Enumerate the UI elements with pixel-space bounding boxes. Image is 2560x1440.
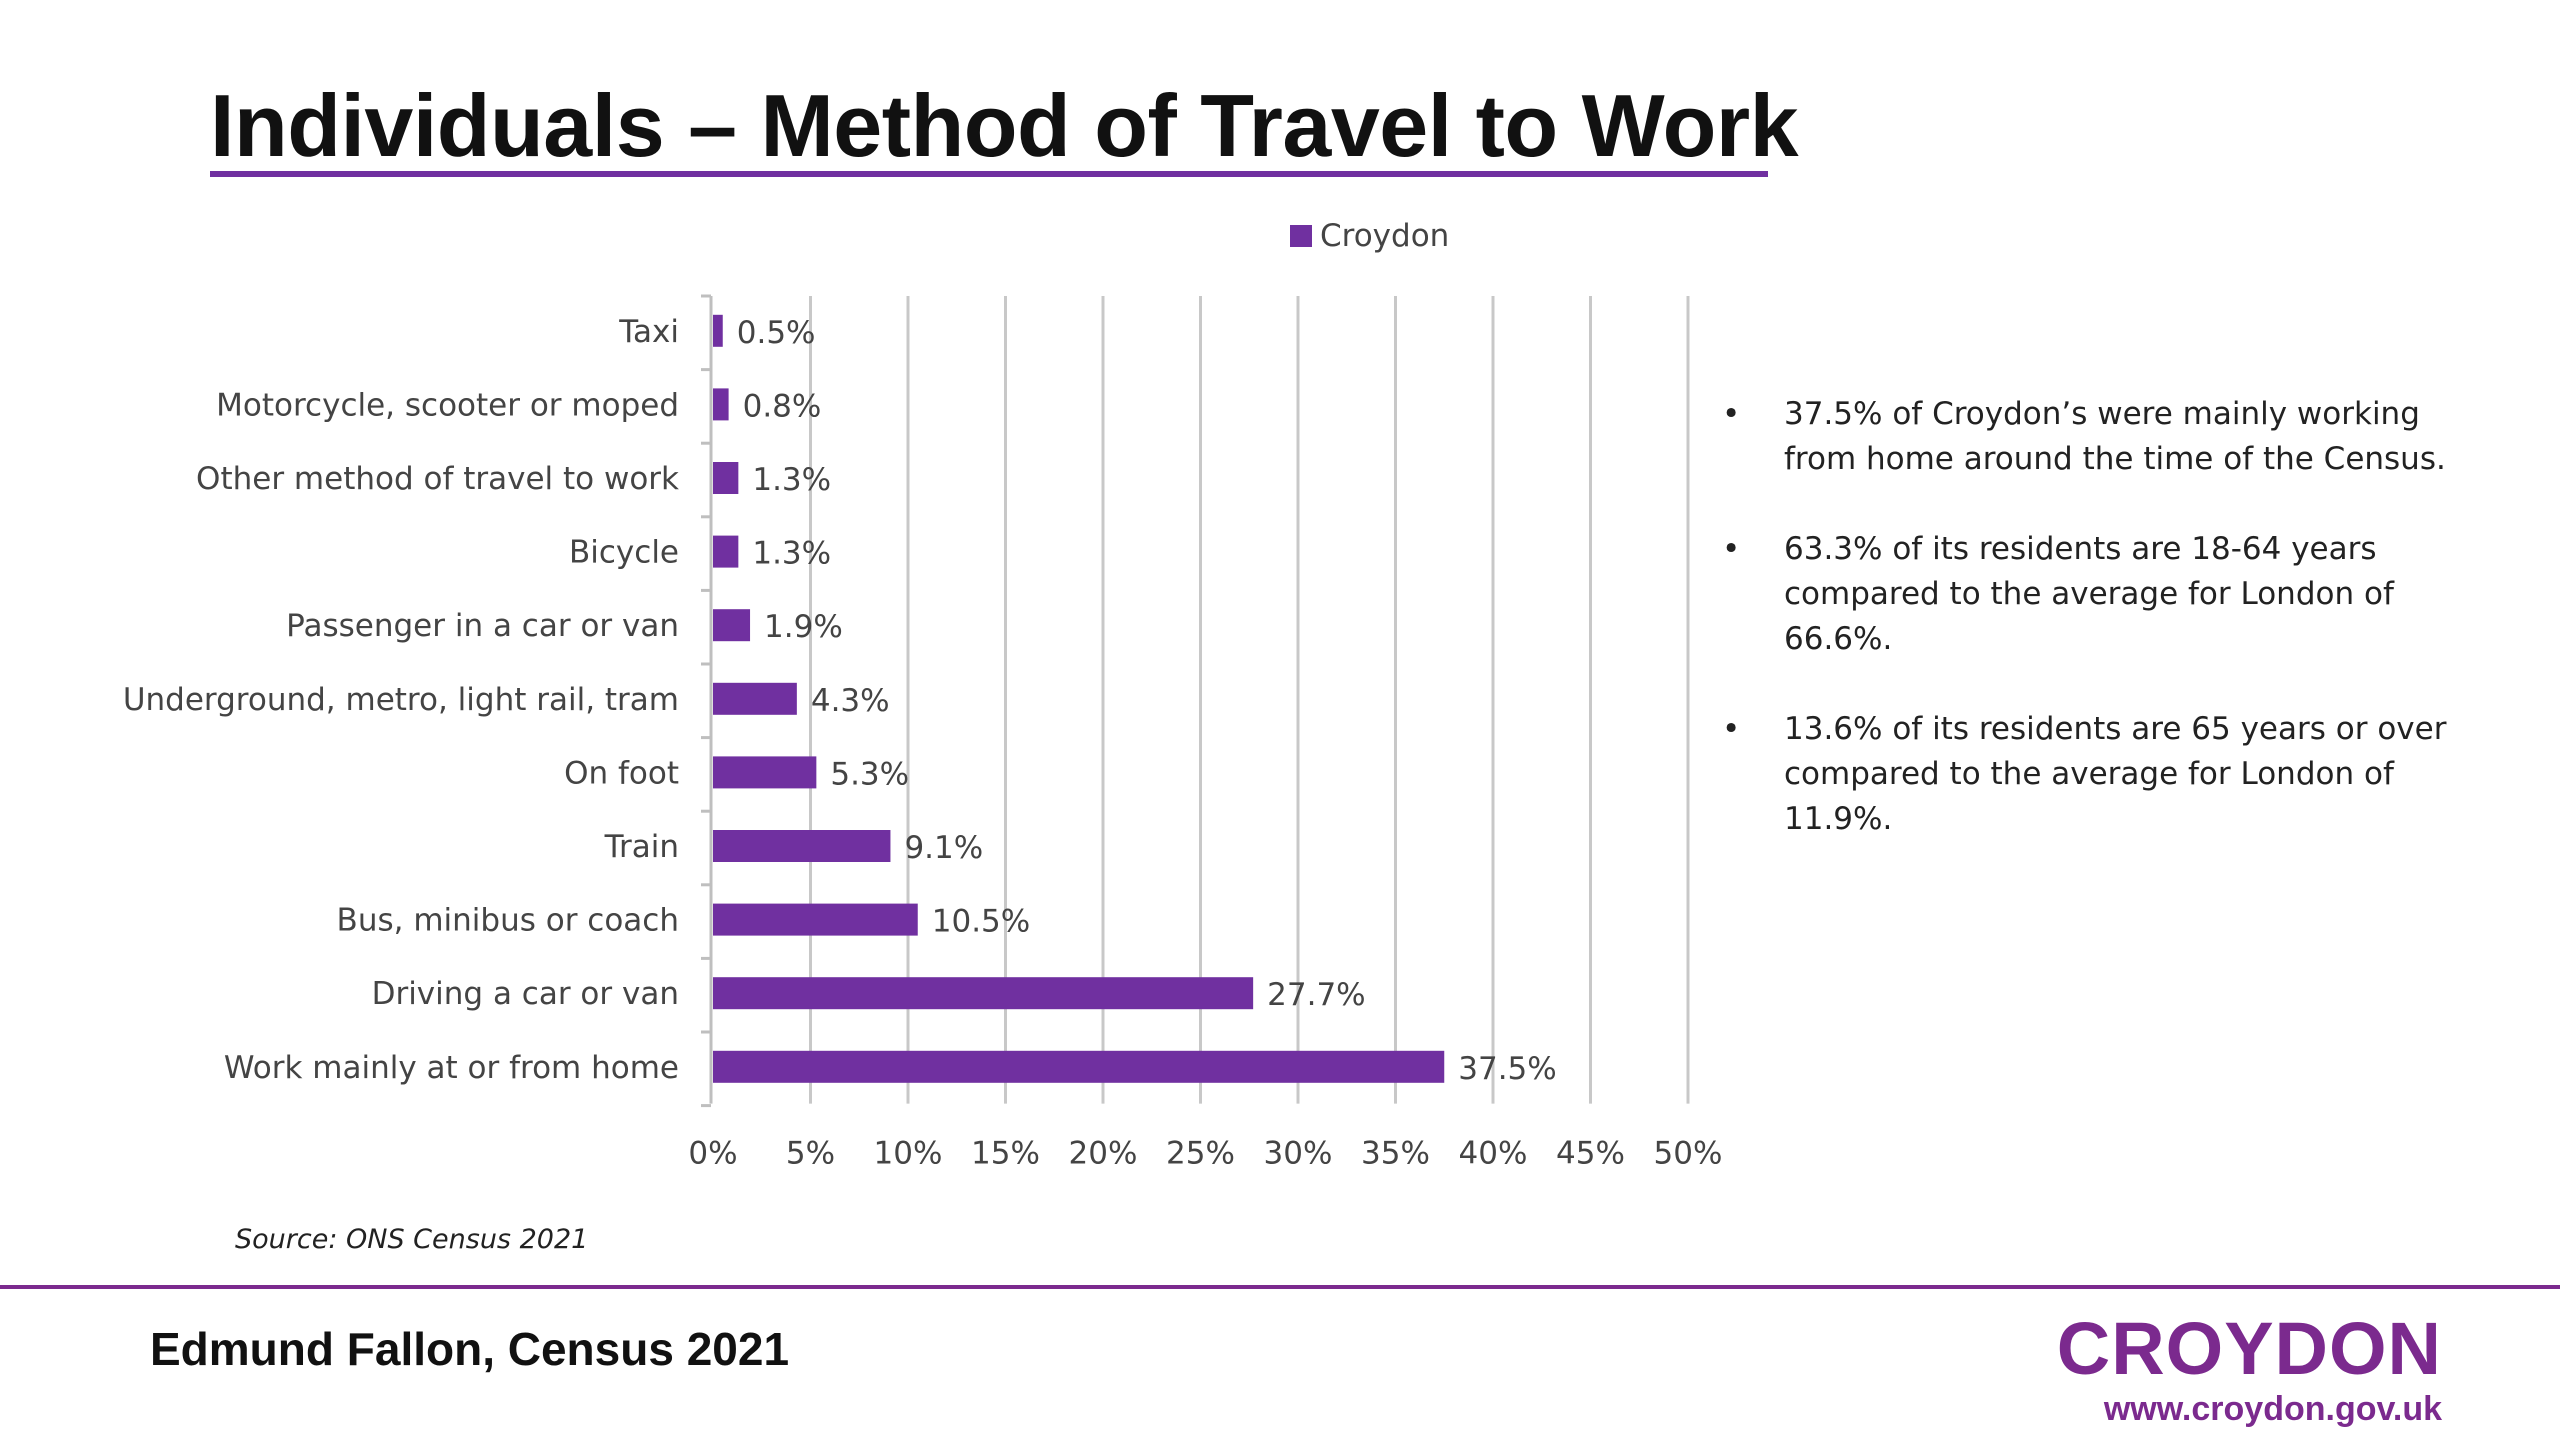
logo-wordmark: CROYDON — [2057, 1312, 2442, 1386]
category-label: On foot — [564, 755, 679, 791]
bar — [713, 609, 750, 641]
category-label: Passenger in a car or van — [286, 608, 679, 644]
x-tick-label: 10% — [874, 1136, 943, 1172]
data-label: 1.3% — [752, 536, 831, 572]
bar — [713, 462, 738, 494]
footer-divider — [0, 1285, 2560, 1289]
bar — [713, 683, 797, 715]
data-label: 0.8% — [743, 388, 822, 424]
data-label: 1.3% — [752, 462, 831, 498]
x-tick-label: 40% — [1459, 1136, 1528, 1172]
source-note: Source: ONS Census 2021 — [235, 1224, 588, 1255]
bar — [713, 830, 890, 862]
x-tick-label: 45% — [1556, 1136, 1625, 1172]
category-label: Work mainly at or from home — [224, 1050, 679, 1086]
bullet-text: 13.6% of its residents are 65 years or o… — [1784, 711, 2446, 837]
footer-author: Edmund Fallon, Census 2021 — [150, 1322, 789, 1376]
bar — [713, 536, 738, 568]
data-label: 5.3% — [830, 756, 909, 792]
category-label: Driving a car or van — [372, 976, 679, 1012]
x-tick-label: 30% — [1264, 1136, 1333, 1172]
category-label: Other method of travel to work — [196, 461, 679, 497]
croydon-logo[interactable]: CROYDON www.croydon.gov.uk — [2057, 1312, 2442, 1429]
x-tick-label: 20% — [1069, 1136, 1138, 1172]
bar — [713, 1051, 1444, 1083]
category-label: Taxi — [618, 314, 679, 350]
x-tick-label: 0% — [688, 1136, 737, 1172]
bullet-marker: • — [1722, 527, 1740, 572]
bar-chart: Taxi 0.5% Motorcycle, scooter or moped 0.8%… — [0, 0, 1760, 1200]
data-label: 0.5% — [737, 315, 816, 351]
category-label: Underground, metro, light rail, tram — [123, 682, 679, 718]
x-tick-label: 50% — [1654, 1136, 1723, 1172]
bar — [713, 388, 729, 420]
x-tick-label: 25% — [1166, 1136, 1235, 1172]
category-label: Train — [604, 829, 679, 865]
bullet-marker: • — [1722, 707, 1740, 752]
bullet-marker: • — [1722, 392, 1740, 437]
bullet-item: • 63.3% of its residents are 18-64 years… — [1720, 527, 2480, 662]
x-tick-label: 35% — [1361, 1136, 1430, 1172]
bar — [713, 315, 723, 347]
summary-bullets: • 37.5% of Croydon’s were mainly working… — [1720, 392, 2480, 887]
category-label: Bicycle — [569, 535, 679, 571]
data-label: 4.3% — [811, 683, 890, 719]
bullet-text: 37.5% of Croydon’s were mainly working f… — [1784, 396, 2446, 477]
bar — [713, 904, 918, 936]
bullet-item: • 13.6% of its residents are 65 years or… — [1720, 707, 2480, 842]
data-label: 27.7% — [1267, 977, 1365, 1013]
bullet-text: 63.3% of its residents are 18-64 years c… — [1784, 531, 2394, 657]
data-label: 37.5% — [1458, 1051, 1556, 1087]
category-label: Motorcycle, scooter or moped — [216, 387, 679, 423]
x-tick-label: 15% — [971, 1136, 1040, 1172]
bar — [713, 977, 1253, 1009]
category-label: Bus, minibus or coach — [337, 903, 679, 939]
bullet-item: • 37.5% of Croydon’s were mainly working… — [1720, 392, 2480, 482]
x-tick-label: 5% — [786, 1136, 835, 1172]
bar — [713, 756, 816, 788]
data-label: 9.1% — [904, 830, 983, 866]
data-label: 10.5% — [932, 904, 1030, 940]
logo-url-link[interactable]: www.croydon.gov.uk — [2057, 1390, 2442, 1429]
data-label: 1.9% — [764, 609, 843, 645]
